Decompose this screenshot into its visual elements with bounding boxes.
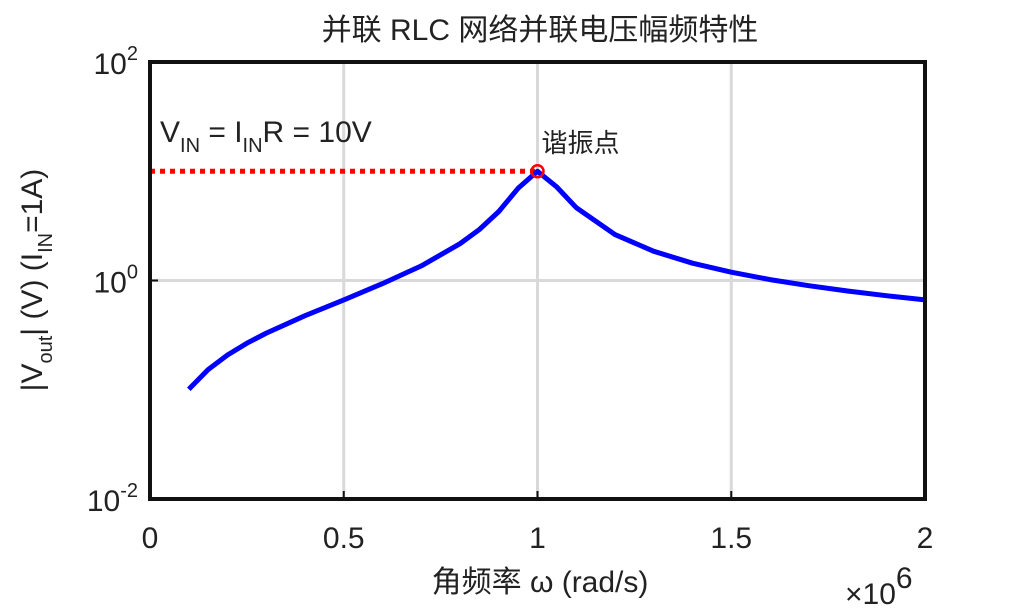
y-axis-label-part: out: [35, 335, 57, 363]
x-tick-label: 0.5: [323, 522, 365, 555]
y-tick-base: 10: [94, 48, 127, 81]
x-axis-label: 角频率 ω (rad/s): [432, 566, 649, 599]
y-tick-label: 100: [94, 262, 139, 300]
y-tick-label: 10-2: [87, 480, 138, 518]
x-scale-label: ×106: [845, 562, 913, 611]
y-tick-exponent: -2: [120, 480, 138, 502]
annotation-part: R = 10V: [263, 116, 372, 149]
x-tick-label: 1: [529, 522, 546, 555]
marker-label: 谐振点: [542, 128, 620, 158]
y-axis-label-part: | (V) (I: [16, 253, 49, 336]
chart-title: 并联 RLC 网络并联电压幅频特性: [322, 14, 759, 47]
annotation: VIN = IINR = 10V: [160, 116, 372, 157]
annotation-part: = I: [200, 116, 243, 149]
y-tick-label: 102: [94, 43, 139, 81]
annotation-part: IN: [243, 135, 263, 157]
y-axis-label: |Vout| (V) (IIN=1A): [16, 169, 57, 392]
x-tick-label: 2: [917, 522, 934, 555]
y-tick-base: 10: [87, 485, 120, 518]
annotation-part: V: [160, 116, 180, 149]
plot-frame: [148, 60, 927, 501]
y-tick-exponent: 0: [127, 262, 138, 284]
y-axis-label-part: =1A): [16, 169, 49, 233]
x-tick-label: 1.5: [710, 522, 752, 555]
x-scale-exponent: 6: [896, 562, 913, 595]
y-axis-label-part: IN: [35, 233, 57, 253]
y-axis-label-part: |V: [16, 364, 49, 392]
line-series: [187, 168, 926, 392]
x-scale-base: ×10: [845, 578, 896, 611]
y-tick-base: 10: [94, 267, 127, 300]
annotation-part: IN: [180, 135, 200, 157]
x-tick-label: 0: [142, 522, 159, 555]
resonance-marker: [530, 164, 545, 179]
y-tick-exponent: 2: [127, 43, 138, 65]
